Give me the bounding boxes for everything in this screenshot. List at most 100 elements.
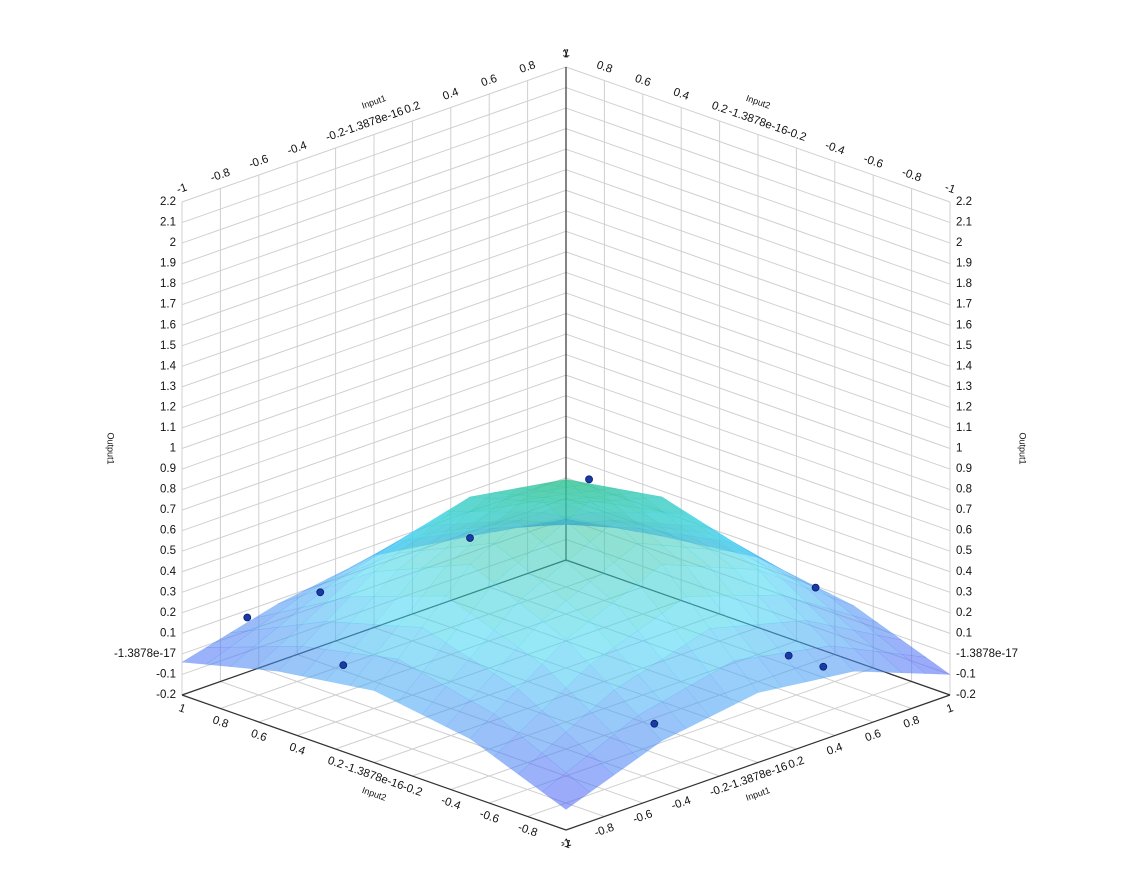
data-point <box>819 662 828 671</box>
z-tick-label: 2.1 <box>160 217 176 229</box>
x-tick-label: 1 <box>945 702 955 715</box>
y-tick-label: 0.8 <box>595 59 614 76</box>
z-tick-label: 0.4 <box>956 566 973 578</box>
z-tick-label: 1.1 <box>160 422 176 434</box>
axis-title: Input1 <box>360 93 387 111</box>
y-tick-label: -0.2 <box>785 126 808 144</box>
z-tick-label: 0.5 <box>956 545 972 557</box>
data-point <box>339 661 348 670</box>
y-tick-label: -1 <box>559 837 573 852</box>
axis-title: Input1 <box>744 785 771 803</box>
z-tick-label: 2 <box>170 237 176 249</box>
z-tick-label: 0.8 <box>956 484 972 496</box>
x-tick-label: -0.8 <box>209 167 232 185</box>
x-tick-label: -0.8 <box>593 822 616 840</box>
surface-patch <box>853 648 903 674</box>
y-tick-label: 0.4 <box>288 741 308 758</box>
y-tick-label: -0.6 <box>478 808 501 826</box>
data-point <box>316 588 325 597</box>
z-tick-label: 0.5 <box>160 545 176 557</box>
axis-title: Output1 <box>106 432 116 464</box>
z-tick-label: -0.1 <box>156 668 176 680</box>
y-tick-label: 0.2 <box>326 755 345 772</box>
x-tick-label: 0.8 <box>902 714 921 731</box>
x-tick-label: -0.4 <box>286 139 309 157</box>
y-tick-label: -0.6 <box>862 153 885 171</box>
z-tick-label: 0.6 <box>956 525 972 537</box>
labels: -1-1-0.8-0.8-0.6-0.6-0.4-0.4-0.2-0.2-1.3… <box>106 47 1028 851</box>
data-point <box>650 719 659 728</box>
x-tick-label: 0.6 <box>480 73 499 90</box>
x-tick-label: -1 <box>559 837 573 852</box>
data-point <box>585 475 593 484</box>
z-tick-label: 0.8 <box>160 484 176 496</box>
surface-patch <box>637 701 687 742</box>
y-tick-label: -0.4 <box>823 140 846 158</box>
z-tick-label: 1.7 <box>956 299 972 311</box>
surface <box>181 475 951 810</box>
surface-patch <box>757 652 807 688</box>
z-tick-label: 1.5 <box>956 340 972 352</box>
axis-title: Output1 <box>1018 432 1028 464</box>
z-tick-label: 0.1 <box>956 627 972 639</box>
surface-patch <box>805 620 855 650</box>
surface-patch <box>661 511 711 534</box>
y-tick-label: 0.4 <box>672 86 692 103</box>
y-tick-label: -0.4 <box>439 795 462 813</box>
z-tick-label: 1.6 <box>160 319 176 331</box>
z-tick-label: 1.9 <box>160 258 176 270</box>
z-tick-label: -0.1 <box>956 668 976 680</box>
z-tick-label: 1.2 <box>956 401 972 413</box>
z-tick-label: 1.3 <box>956 381 972 393</box>
surface-patch <box>541 561 591 602</box>
data-point <box>243 613 252 622</box>
x-tick-label: 1 <box>561 47 571 60</box>
z-tick-label: -1.3878e-17 <box>956 648 1018 660</box>
z-tick-label: 1.3 <box>160 381 176 393</box>
surface-patch <box>565 664 615 712</box>
z-tick-label: 1.4 <box>160 360 177 372</box>
y-tick-label: 1 <box>177 702 187 715</box>
surface-patch <box>589 601 639 648</box>
surface-patch <box>685 673 735 718</box>
z-tick-label: 1.2 <box>160 401 176 413</box>
y-tick-label: 0.8 <box>211 714 230 731</box>
x-tick-label: 0.2 <box>403 100 422 117</box>
grid-line <box>527 681 912 817</box>
surface-patch <box>205 629 255 648</box>
surface-patch <box>661 687 711 730</box>
z-tick-label: -0.2 <box>956 689 976 701</box>
data-point <box>784 651 793 660</box>
z-tick-label: 0.3 <box>956 586 972 598</box>
y-tick-label: -0.2 <box>401 781 424 799</box>
z-tick-label: 1.8 <box>160 278 176 290</box>
x-tick-label: -1.3878e-16 <box>343 106 406 138</box>
z-tick-label: 2.2 <box>160 196 176 208</box>
y-tick-label: -1 <box>943 182 957 197</box>
z-tick-label: 1 <box>956 443 962 455</box>
axis-edge <box>181 694 567 831</box>
surface-patch <box>757 569 807 603</box>
z-tick-label: 0.9 <box>160 463 176 475</box>
z-tick-label: 1.8 <box>956 278 972 290</box>
z-tick-label: 1.5 <box>160 340 176 352</box>
z-tick-label: 0.3 <box>160 586 176 598</box>
x-tick-label: 0.6 <box>864 728 883 745</box>
z-tick-label: 2.1 <box>956 217 972 229</box>
z-tick-label: -0.2 <box>156 689 176 701</box>
y-tick-label: -1.3878e-16 <box>727 106 790 138</box>
z-tick-label: -1.3878e-17 <box>114 648 176 660</box>
surface-patch <box>589 647 639 691</box>
y-tick-label: 0.2 <box>710 100 729 117</box>
z-tick-label: 0.4 <box>160 566 177 578</box>
x-tick-label: -0.6 <box>631 808 654 826</box>
data-point <box>811 583 820 592</box>
surface-patch <box>541 600 591 640</box>
z-tick-label: 1 <box>170 443 176 455</box>
z-tick-label: 0.9 <box>956 463 972 475</box>
surface-patch <box>877 634 927 658</box>
z-tick-label: 2 <box>956 237 962 249</box>
z-tick-label: 1.4 <box>956 360 973 372</box>
